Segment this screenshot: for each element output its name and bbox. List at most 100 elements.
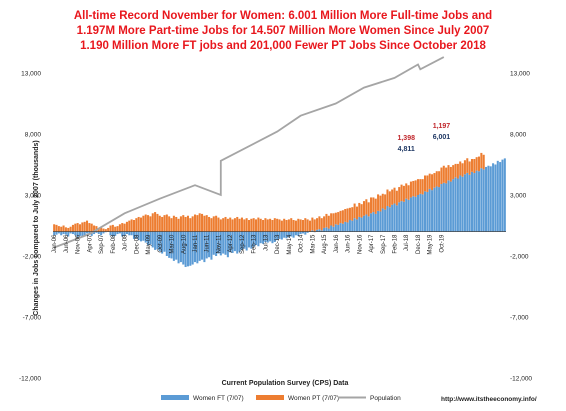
chart-title-line-3: 1.190 Million More FT jobs and 201,000 F… [80,40,486,52]
bar-women-ft [438,187,441,232]
bar-women-pt [219,219,222,232]
bar-women-ft [416,195,420,232]
data-label-ft: 6,001 [433,134,451,141]
bar-women-ft [222,231,225,254]
bar-women-ft [118,231,121,234]
x-tick-label: Nov-06 [76,234,82,254]
bar-women-ft [360,217,363,232]
bars-layer [53,152,506,267]
bar-women-ft [370,213,373,232]
bar-women-ft [144,231,147,243]
bar-women-ft [325,227,328,232]
bar-women-ft [93,231,96,235]
bar-women-pt [416,179,420,195]
bar-women-pt [409,181,412,198]
bar-women-pt [442,165,445,183]
bar-women-pt [374,198,377,214]
bar-women-pt [433,173,436,188]
bar-women-ft [487,165,490,232]
bar-women-pt [74,223,77,232]
x-tick-label: Nov-11 [216,234,222,254]
bar-women-ft [470,171,473,232]
bar-women-pt [323,216,326,228]
bar-women-ft [400,201,403,232]
bar-women-ft [139,231,143,242]
bar-women-ft [492,163,495,232]
bar-women-ft [409,197,412,232]
bar-women-pt [304,218,307,232]
y-tick-label-left: 13,000 [21,71,41,78]
bar-women-ft [285,231,288,239]
bar-women-pt [76,223,79,232]
bar-women-ft [485,166,488,232]
bar-women-ft [311,230,314,232]
bar-women-ft [219,231,222,256]
bar-women-pt [473,159,476,174]
x-tick-label: Dec-18 [416,234,422,254]
bar-women-pt [262,220,265,232]
bar-women-ft [377,210,380,232]
bar-women-pt [445,167,448,184]
bar-women-pt [165,214,168,232]
bar-women-ft [149,231,152,245]
bar-women-ft [182,231,185,265]
population-line [53,56,445,249]
bar-women-ft [320,230,323,232]
bar-women-ft [205,231,208,259]
bar-women-ft [297,231,300,236]
x-tick-label: Feb-18 [393,234,399,254]
x-tick-label: Oct-14 [299,234,305,253]
bar-women-ft [83,231,86,236]
bar-women-ft [414,196,417,232]
bar-women-ft [175,231,178,260]
bar-women-pt [53,224,56,232]
bar-women-pt [139,217,143,232]
bar-women-ft [60,231,63,236]
bar-women-ft [184,231,187,267]
bar-women-pt [360,204,363,218]
bar-women-pt [205,215,208,232]
bar-women-pt [222,218,225,232]
bar-women-ft [426,191,429,232]
bar-women-ft [412,196,415,232]
bar-women-ft [395,205,398,232]
x-tick-label: Nov-16 [357,234,363,254]
bar-women-pt [158,215,161,232]
bar-women-pt [125,221,128,232]
bar-women-ft [64,231,67,235]
bar-women-ft [247,231,251,248]
bar-women-pt [104,229,107,232]
bar-women-ft [442,182,445,232]
x-tick-label: Jun-11 [205,234,211,253]
bar-women-pt [391,189,394,205]
bar-women-pt [264,218,267,232]
bar-women-ft [217,231,220,254]
bar-women-pt [191,216,194,232]
bar-women-ft [62,231,65,235]
bar-women-ft [240,231,243,250]
bar-women-pt [477,156,481,172]
bar-women-pt [67,227,70,232]
bar-women-ft [243,231,246,249]
bar-women-pt [466,158,469,173]
y-tick-label-left: -7,000 [23,315,42,322]
y-tick-label-right: 3,000 [510,193,527,200]
bar-women-ft [135,231,138,239]
bar-women-pt [414,180,417,197]
x-tick-label: Oct-09 [158,234,164,253]
bar-women-ft [210,231,213,260]
bar-women-pt [111,224,114,232]
bar-women-ft [208,231,211,258]
bar-women-ft [501,159,504,232]
bar-women-ft [304,231,307,235]
bar-women-pt [118,224,121,232]
x-tick-label: Apr-17 [369,234,375,253]
bar-women-ft [494,164,497,232]
bar-women-pt [238,218,241,232]
bar-women-pt [482,154,485,170]
bar-women-ft [121,231,124,237]
x-tick-label: Oct-19 [439,234,445,253]
bar-women-pt [301,220,304,232]
bar-women-ft [454,177,457,232]
